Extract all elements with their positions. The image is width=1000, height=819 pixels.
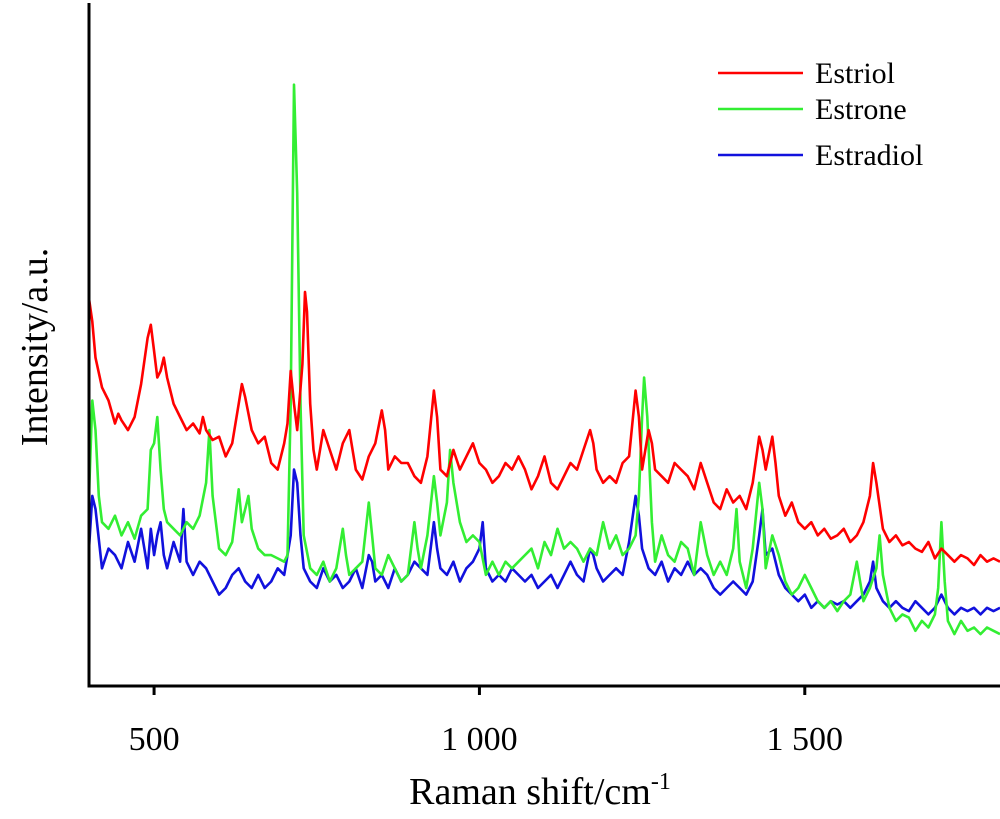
series-line-estradiol [87, 468, 1000, 616]
x-tick-label: 1 500 [767, 721, 844, 758]
x-axis-ticks: 500 1 000 1 500 [129, 686, 843, 758]
x-axis-title: Raman shift/cm-1 [409, 769, 671, 813]
x-tick-label: 500 [129, 721, 180, 758]
series-lines [87, 83, 1000, 636]
legend-label-estradiol: Estradiol [815, 139, 923, 172]
x-tick-label: 1 000 [441, 721, 518, 758]
y-axis-title: Intensity/a.u. [14, 248, 56, 446]
legend-label-estrone: Estrone [815, 93, 907, 126]
legend-label-estriol: Estriol [815, 57, 895, 90]
series-line-estriol [87, 290, 1000, 567]
series-line-estrone [87, 83, 1000, 636]
